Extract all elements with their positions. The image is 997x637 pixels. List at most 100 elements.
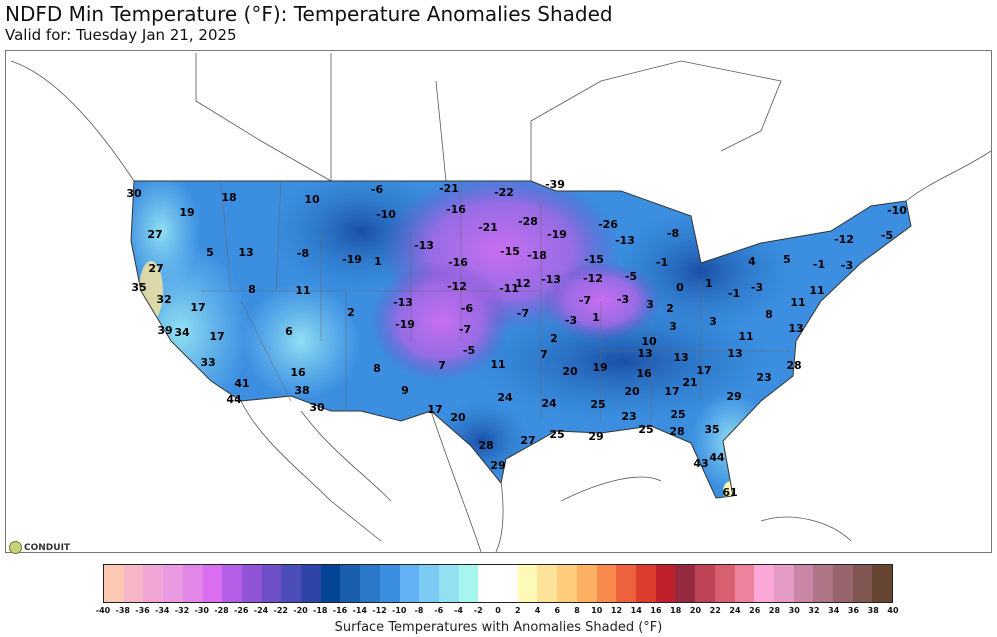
station-value: -7 [517, 307, 529, 320]
station-value: 44 [226, 393, 242, 406]
colorbar-tick-label: 36 [847, 606, 860, 615]
station-value: -5 [881, 229, 893, 242]
colorbar-bin [202, 565, 223, 602]
canada-mexico-borders [10, 53, 992, 553]
colorbar-tick-label: -30 [194, 606, 209, 615]
colorbar-bin [695, 565, 715, 602]
colorbar-bin [399, 565, 420, 602]
station-value: 13 [727, 347, 742, 360]
colorbar-bin [123, 565, 144, 602]
colorbar-bin [360, 565, 380, 602]
colorbar-bin [655, 565, 676, 602]
colorbar-tick-label: 30 [788, 606, 800, 615]
station-value: -5 [463, 344, 475, 357]
colorbar-bin [576, 565, 597, 602]
colorbar-tick-label: 20 [689, 606, 702, 615]
colorbar-bin [241, 565, 262, 602]
station-value: 13 [238, 246, 253, 259]
colorbar-tick-label: -6 [434, 606, 444, 615]
temperature-map: 30 18 19 10 -6 -10 -21 -22 -39 -16 -21 -28 -26 -19 -13… [5, 50, 992, 553]
colorbar-tick-label: -20 [293, 606, 308, 615]
station-value: 18 [221, 191, 236, 204]
colorbar-tick-label: 10 [591, 606, 603, 615]
colorbar-tick-label: -38 [115, 606, 130, 615]
station-value: -16 [448, 256, 468, 269]
colorbar-bin [261, 565, 282, 602]
colorbar-tick-label: -10 [392, 606, 407, 615]
colorbar-tick-label: 32 [808, 606, 820, 615]
colorbar-tick-label: -4 [454, 606, 463, 615]
station-value: 8 [373, 362, 381, 375]
station-value: 13 [637, 347, 652, 360]
colorbar-bin [379, 565, 400, 602]
station-value: -21 [478, 221, 498, 234]
station-value: -7 [459, 323, 471, 336]
station-value: 3 [709, 315, 717, 328]
colorbar-tick-label: 38 [867, 606, 879, 615]
station-value: -8 [667, 227, 679, 240]
colorbar-bin [675, 565, 696, 602]
colorbar-tick-label: 0 [495, 606, 501, 615]
station-value: 11 [809, 284, 824, 297]
colorbar-bin [340, 565, 361, 602]
colorbar-bin [596, 565, 617, 602]
colorbar-tick-label: 28 [768, 606, 781, 615]
station-value: 13 [788, 322, 803, 335]
colorbar-bin [537, 565, 558, 602]
station-value: 27 [520, 434, 535, 447]
colorbar-bin [478, 565, 499, 602]
colorbar-tick-label: 18 [670, 606, 682, 615]
colorbar-bin [872, 565, 893, 602]
colorbar-tick-label: -8 [414, 606, 424, 615]
station-value: 39 [157, 324, 172, 337]
station-value: 11 [295, 284, 310, 297]
page-title: NDFD Min Temperature (°F): Temperature A… [5, 2, 613, 26]
station-value: 24 [541, 397, 557, 410]
station-value: -19 [342, 253, 362, 266]
colorbar-bin [301, 565, 321, 602]
station-value: -6 [371, 183, 384, 196]
station-value: 27 [148, 262, 163, 275]
colorbar-tick-label: 2 [514, 606, 521, 615]
station-value: -15 [584, 253, 604, 266]
colorbar-bin [754, 565, 774, 602]
conduit-logo: CONDUIT [9, 541, 70, 554]
station-value: 2 [550, 332, 558, 345]
station-value: -18 [527, 249, 547, 262]
station-value: -19 [547, 228, 567, 241]
station-value: 41 [234, 377, 249, 390]
colorbar-tick-label: 16 [650, 606, 662, 615]
station-value: 2 [666, 302, 674, 315]
colorbar [103, 564, 893, 603]
colorbar-label: Surface Temperatures with Anomalies Shad… [334, 620, 663, 635]
station-value: 44 [709, 451, 725, 464]
colorbar-bin [222, 565, 242, 602]
station-value: 35 [131, 281, 146, 294]
station-value: 4 [748, 255, 756, 268]
colorbar-tick-label: 34 [828, 606, 840, 615]
station-value: 16 [636, 367, 652, 380]
colorbar-tick-label: 26 [749, 606, 761, 615]
colorbar-bin [182, 565, 203, 602]
station-value: -6 [461, 302, 474, 315]
colorbar-tick-label: -12 [372, 606, 387, 615]
station-value: 43 [693, 457, 708, 470]
station-value: -1 [728, 287, 740, 300]
station-value: 30 [126, 187, 142, 200]
station-value: 16 [290, 366, 306, 379]
station-value: 6 [285, 325, 293, 338]
station-value: 11 [490, 358, 505, 371]
station-value: 25 [670, 408, 685, 421]
colorbar-bin [517, 565, 538, 602]
colorbar-tick-label: 40 [887, 606, 899, 615]
station-value: 25 [549, 428, 564, 441]
colorbar-tick-label: 24 [729, 606, 741, 615]
station-value: 32 [156, 293, 171, 306]
station-value: 10 [641, 335, 657, 348]
colorbar-tick-label: 14 [630, 606, 642, 615]
station-value: 5 [206, 246, 214, 259]
station-value: -22 [494, 186, 514, 199]
